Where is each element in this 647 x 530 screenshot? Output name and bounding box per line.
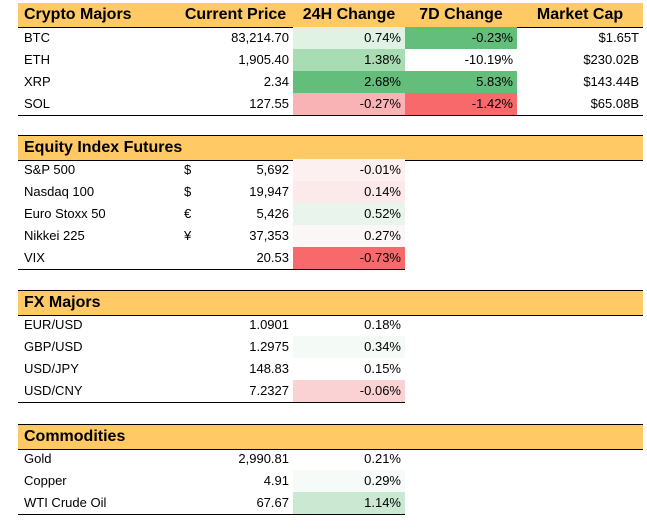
market-cap: $65.08B (590, 96, 639, 111)
change-24h: -0.06% (293, 380, 405, 402)
crypto-header-row: Crypto Majors Current Price 24H Change 7… (18, 3, 643, 28)
col-header-7d-change: 7D Change (419, 6, 503, 23)
table-row: Nasdaq 100 $ 19,947 0.14% (18, 181, 405, 203)
table-row: USD/JPY 148.83 0.15% (18, 358, 405, 380)
change-24h: 0.29% (293, 470, 405, 492)
current-price: 20.53 (256, 250, 289, 265)
change-7d: -0.23% (405, 27, 517, 49)
asset-name: ETH (24, 52, 50, 67)
fx-pair: USD/CNY (24, 383, 83, 398)
fx-pair: GBP/USD (24, 339, 83, 354)
commodities-section-title: Commodities (24, 428, 126, 445)
current-price: 127.55 (249, 96, 289, 111)
commodities-header-row: Commodities (18, 424, 643, 450)
asset-name: BTC (24, 30, 50, 45)
index-name: Euro Stoxx 50 (24, 206, 106, 221)
change-24h: 2.68% (293, 71, 405, 93)
index-name: Nasdaq 100 (24, 184, 95, 199)
table-row: WTI Crude Oil 67.67 1.14% (18, 492, 405, 515)
index-name: VIX (24, 250, 45, 265)
market-cap: $1.65T (598, 30, 639, 45)
change-24h: -0.27% (293, 93, 405, 115)
table-row: SOL 127.55 -0.27% -1.42% $65.08B (18, 93, 643, 116)
current-price: 2,990.81 (238, 451, 289, 466)
commodity-name: Gold (24, 451, 52, 466)
col-header-market-cap: Market Cap (536, 6, 624, 23)
table-row: EUR/USD 1.0901 0.18% (18, 314, 405, 336)
equity-section-title: Equity Index Futures (24, 139, 183, 156)
change-7d: -10.19% (464, 52, 513, 67)
change-7d: 5.83% (405, 71, 517, 93)
table-row: Euro Stoxx 50 € 5,426 0.52% (18, 203, 405, 225)
current-price: 67.67 (256, 495, 289, 510)
index-name: S&P 500 (24, 162, 76, 177)
fx-pair: EUR/USD (24, 317, 83, 332)
change-24h: 0.15% (364, 361, 401, 376)
currency-symbol (178, 247, 208, 269)
asset-name: XRP (24, 74, 51, 89)
change-24h: 0.52% (293, 203, 405, 225)
current-price: 1.0901 (249, 317, 289, 332)
commodity-name: Copper (24, 473, 67, 488)
table-row: ETH 1,905.40 1.38% -10.19% $230.02B (18, 49, 643, 71)
current-price: 1,905.40 (238, 52, 289, 67)
change-24h: 0.21% (364, 451, 401, 466)
change-24h: 0.27% (293, 225, 405, 247)
commodity-name: WTI Crude Oil (24, 495, 107, 510)
table-row: VIX 20.53 -0.73% (18, 247, 405, 270)
table-row: Gold 2,990.81 0.21% (18, 448, 405, 470)
currency-symbol: € (184, 206, 192, 221)
change-24h: 0.14% (293, 181, 405, 203)
change-24h: 0.34% (293, 336, 405, 358)
change-24h: 0.74% (293, 27, 405, 49)
currency-symbol: $ (184, 184, 192, 199)
table-row: BTC 83,214.70 0.74% -0.23% $1.65T (18, 27, 643, 49)
change-24h: -0.73% (293, 247, 405, 269)
current-price: 19,947 (249, 184, 289, 199)
current-price: 7.2327 (249, 383, 289, 398)
change-7d: -1.42% (405, 93, 517, 115)
current-price: 5,426 (256, 206, 289, 221)
current-price: 2.34 (263, 74, 289, 89)
currency-symbol: ¥ (184, 228, 192, 243)
change-24h: 1.14% (293, 492, 405, 514)
current-price: 83,214.70 (231, 30, 289, 45)
table-row: USD/CNY 7.2327 -0.06% (18, 380, 405, 403)
table-row: XRP 2.34 2.68% 5.83% $143.44B (18, 71, 643, 93)
table-row: Nikkei 225 ¥ 37,353 0.27% (18, 225, 405, 247)
table-row: Copper 4.91 0.29% (18, 470, 405, 492)
change-24h: 0.18% (364, 317, 401, 332)
fx-section-title: FX Majors (24, 294, 101, 311)
crypto-section-title: Crypto Majors (24, 6, 132, 23)
table-row: GBP/USD 1.2975 0.34% (18, 336, 405, 358)
currency-symbol: $ (184, 162, 192, 177)
current-price: 37,353 (249, 228, 289, 243)
fx-header-row: FX Majors (18, 290, 643, 316)
equity-header-row: Equity Index Futures (18, 135, 643, 161)
index-name: Nikkei 225 (24, 228, 85, 243)
change-24h: -0.01% (293, 159, 405, 181)
fx-pair: USD/JPY (24, 361, 79, 376)
market-cap: $230.02B (583, 52, 639, 67)
current-price: 5,692 (256, 162, 289, 177)
current-price: 1.2975 (249, 339, 289, 354)
change-24h: 1.38% (293, 49, 405, 71)
current-price: 4.91 (263, 473, 289, 488)
market-cap: $143.44B (583, 74, 639, 89)
asset-name: SOL (24, 96, 51, 111)
col-header-24h-change: 24H Change (302, 6, 396, 23)
current-price: 148.83 (249, 361, 289, 376)
table-row: S&P 500 $ 5,692 -0.01% (18, 159, 405, 181)
col-header-current-price: Current Price (184, 6, 287, 23)
